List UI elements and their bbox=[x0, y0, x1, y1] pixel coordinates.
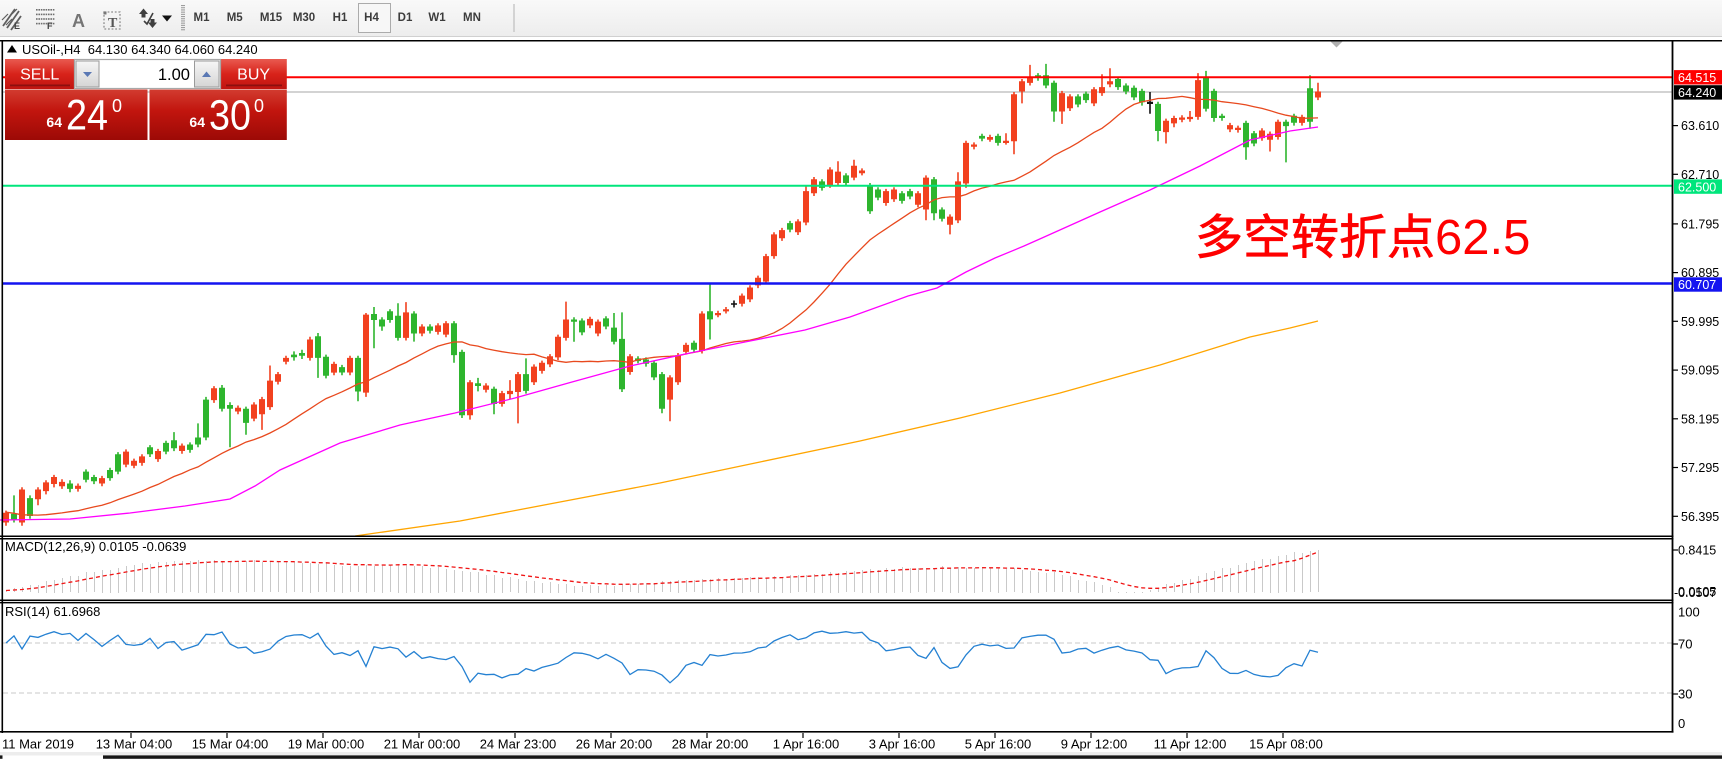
svg-text:0: 0 bbox=[254, 96, 264, 116]
svg-text:62.710: 62.710 bbox=[1681, 168, 1719, 182]
svg-text:E: E bbox=[14, 21, 20, 31]
svg-text:3 Apr 16:00: 3 Apr 16:00 bbox=[869, 737, 936, 752]
svg-text:70: 70 bbox=[1678, 637, 1692, 652]
svg-text:24 Mar 23:00: 24 Mar 23:00 bbox=[480, 737, 557, 752]
svg-text:64: 64 bbox=[189, 114, 205, 130]
svg-text:100: 100 bbox=[1678, 605, 1700, 620]
svg-text:57.295: 57.295 bbox=[1681, 461, 1719, 475]
svg-text:59.095: 59.095 bbox=[1681, 364, 1719, 378]
svg-text:21 Mar 00:00: 21 Mar 00:00 bbox=[384, 737, 461, 752]
svg-text:13 Mar 04:00: 13 Mar 04:00 bbox=[96, 737, 173, 752]
svg-text:19 Mar 00:00: 19 Mar 00:00 bbox=[288, 737, 365, 752]
svg-text:1 Apr 16:00: 1 Apr 16:00 bbox=[773, 737, 840, 752]
svg-text:0: 0 bbox=[1678, 716, 1685, 731]
svg-text:T: T bbox=[108, 16, 118, 31]
svg-text:5 Apr 16:00: 5 Apr 16:00 bbox=[965, 737, 1032, 752]
svg-text:USOil-,H4 64.130 64.340 64.06: USOil-,H4 64.130 64.340 64.060 64.240 bbox=[22, 42, 258, 57]
svg-text:9 Apr 12:00: 9 Apr 12:00 bbox=[1061, 737, 1128, 752]
svg-text:62.5: 62.5 bbox=[1435, 211, 1530, 265]
svg-text:59.995: 59.995 bbox=[1681, 315, 1719, 329]
svg-text:11 Apr 12:00: 11 Apr 12:00 bbox=[1154, 737, 1227, 752]
svg-text:0.0105: 0.0105 bbox=[1678, 585, 1716, 599]
svg-text:30: 30 bbox=[1678, 687, 1692, 702]
svg-text:MACD(12,26,9) 0.0105 -0.0639: MACD(12,26,9) 0.0105 -0.0639 bbox=[5, 539, 186, 554]
svg-text:11 Mar 2019: 11 Mar 2019 bbox=[2, 737, 74, 752]
svg-text:0: 0 bbox=[112, 96, 122, 116]
svg-text:56.395: 56.395 bbox=[1681, 510, 1719, 524]
svg-text:64: 64 bbox=[46, 114, 62, 130]
svg-text:26 Mar 20:00: 26 Mar 20:00 bbox=[576, 737, 653, 752]
svg-text:A: A bbox=[72, 11, 85, 31]
svg-text:64.515: 64.515 bbox=[1678, 71, 1716, 85]
svg-text:0.8415: 0.8415 bbox=[1678, 544, 1716, 558]
svg-text:24: 24 bbox=[66, 92, 108, 140]
svg-text:62.500: 62.500 bbox=[1678, 180, 1716, 194]
svg-text:1.00: 1.00 bbox=[158, 66, 190, 84]
svg-text:30: 30 bbox=[209, 92, 251, 140]
svg-text:64.240: 64.240 bbox=[1678, 86, 1716, 100]
svg-text:63.610: 63.610 bbox=[1681, 119, 1719, 133]
svg-text:15 Mar 04:00: 15 Mar 04:00 bbox=[192, 737, 269, 752]
svg-text:60.895: 60.895 bbox=[1681, 266, 1719, 280]
svg-text:28 Mar 20:00: 28 Mar 20:00 bbox=[672, 737, 749, 752]
svg-text:61.795: 61.795 bbox=[1681, 217, 1719, 231]
svg-text:SELL: SELL bbox=[20, 67, 59, 84]
svg-text:15 Apr 08:00: 15 Apr 08:00 bbox=[1249, 737, 1323, 752]
svg-text:-0.0507: -0.0507 bbox=[1674, 586, 1716, 600]
svg-text:RSI(14) 61.6968: RSI(14) 61.6968 bbox=[5, 604, 100, 619]
svg-text:58.195: 58.195 bbox=[1681, 412, 1719, 426]
svg-text:BUY: BUY bbox=[237, 67, 270, 84]
svg-text:60.707: 60.707 bbox=[1678, 278, 1716, 292]
svg-text:F: F bbox=[47, 21, 53, 31]
